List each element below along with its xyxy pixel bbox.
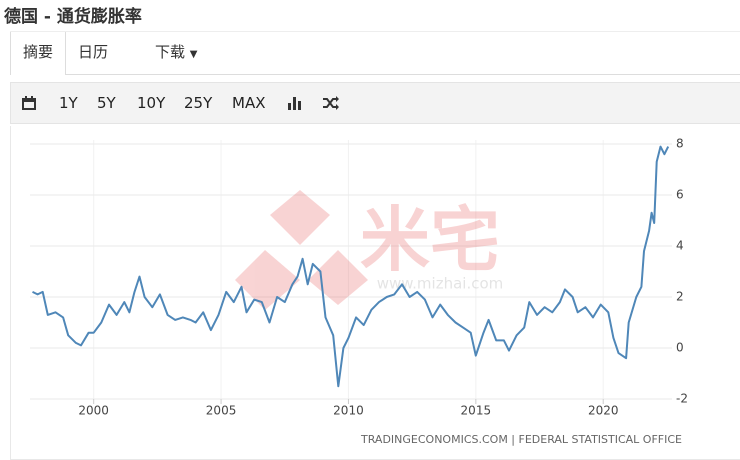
range-button[interactable]: 5Y: [97, 94, 116, 112]
shuffle-icon[interactable]: [322, 95, 340, 111]
dropdown-caret: ▼: [189, 49, 198, 60]
calendar-icon[interactable]: [21, 95, 37, 111]
x-tick-label: 2010: [333, 404, 364, 418]
toolbar: 1Y 5Y 10Y 25Y MAX: [10, 82, 740, 124]
range-button[interactable]: 10Y: [137, 94, 166, 112]
watermark-brand: 米宅: [360, 199, 500, 281]
y-tick-label: 2: [676, 290, 684, 304]
watermark: 米宅 www.mizhai.com: [235, 190, 503, 310]
y-tick-label: 0: [676, 341, 684, 355]
tab-bar: 摘要 日历 下载 ▼: [10, 31, 740, 75]
x-tick-label: 2020: [588, 404, 619, 418]
range-button[interactable]: 1Y: [59, 94, 78, 112]
x-tick-label: 2005: [206, 404, 237, 418]
range-button[interactable]: 25Y: [184, 94, 213, 112]
y-tick-label: 8: [676, 137, 684, 151]
y-tick-label: -2: [676, 392, 688, 406]
source-label: TRADINGECONOMICS.COM | FEDERAL STATISTIC…: [360, 433, 682, 446]
y-tick-label: 4: [676, 239, 684, 253]
data-line: [32, 145, 670, 388]
tab[interactable]: 下载 ▼: [155, 32, 198, 74]
tab[interactable]: 日历: [78, 43, 109, 61]
page-title: 德国 - 通货膨胀率: [4, 7, 142, 27]
tab-label: 下载: [155, 43, 186, 61]
y-tick-label: 6: [676, 188, 684, 202]
watermark-logo: [235, 190, 368, 310]
x-tick-label: 2000: [78, 404, 109, 418]
bar-chart-icon[interactable]: [287, 95, 303, 111]
range-button[interactable]: MAX: [232, 94, 266, 112]
tab[interactable]: 摘要: [10, 32, 66, 75]
x-tick-label: 2015: [461, 404, 492, 418]
watermark-url: www.mizhai.com: [377, 275, 504, 293]
